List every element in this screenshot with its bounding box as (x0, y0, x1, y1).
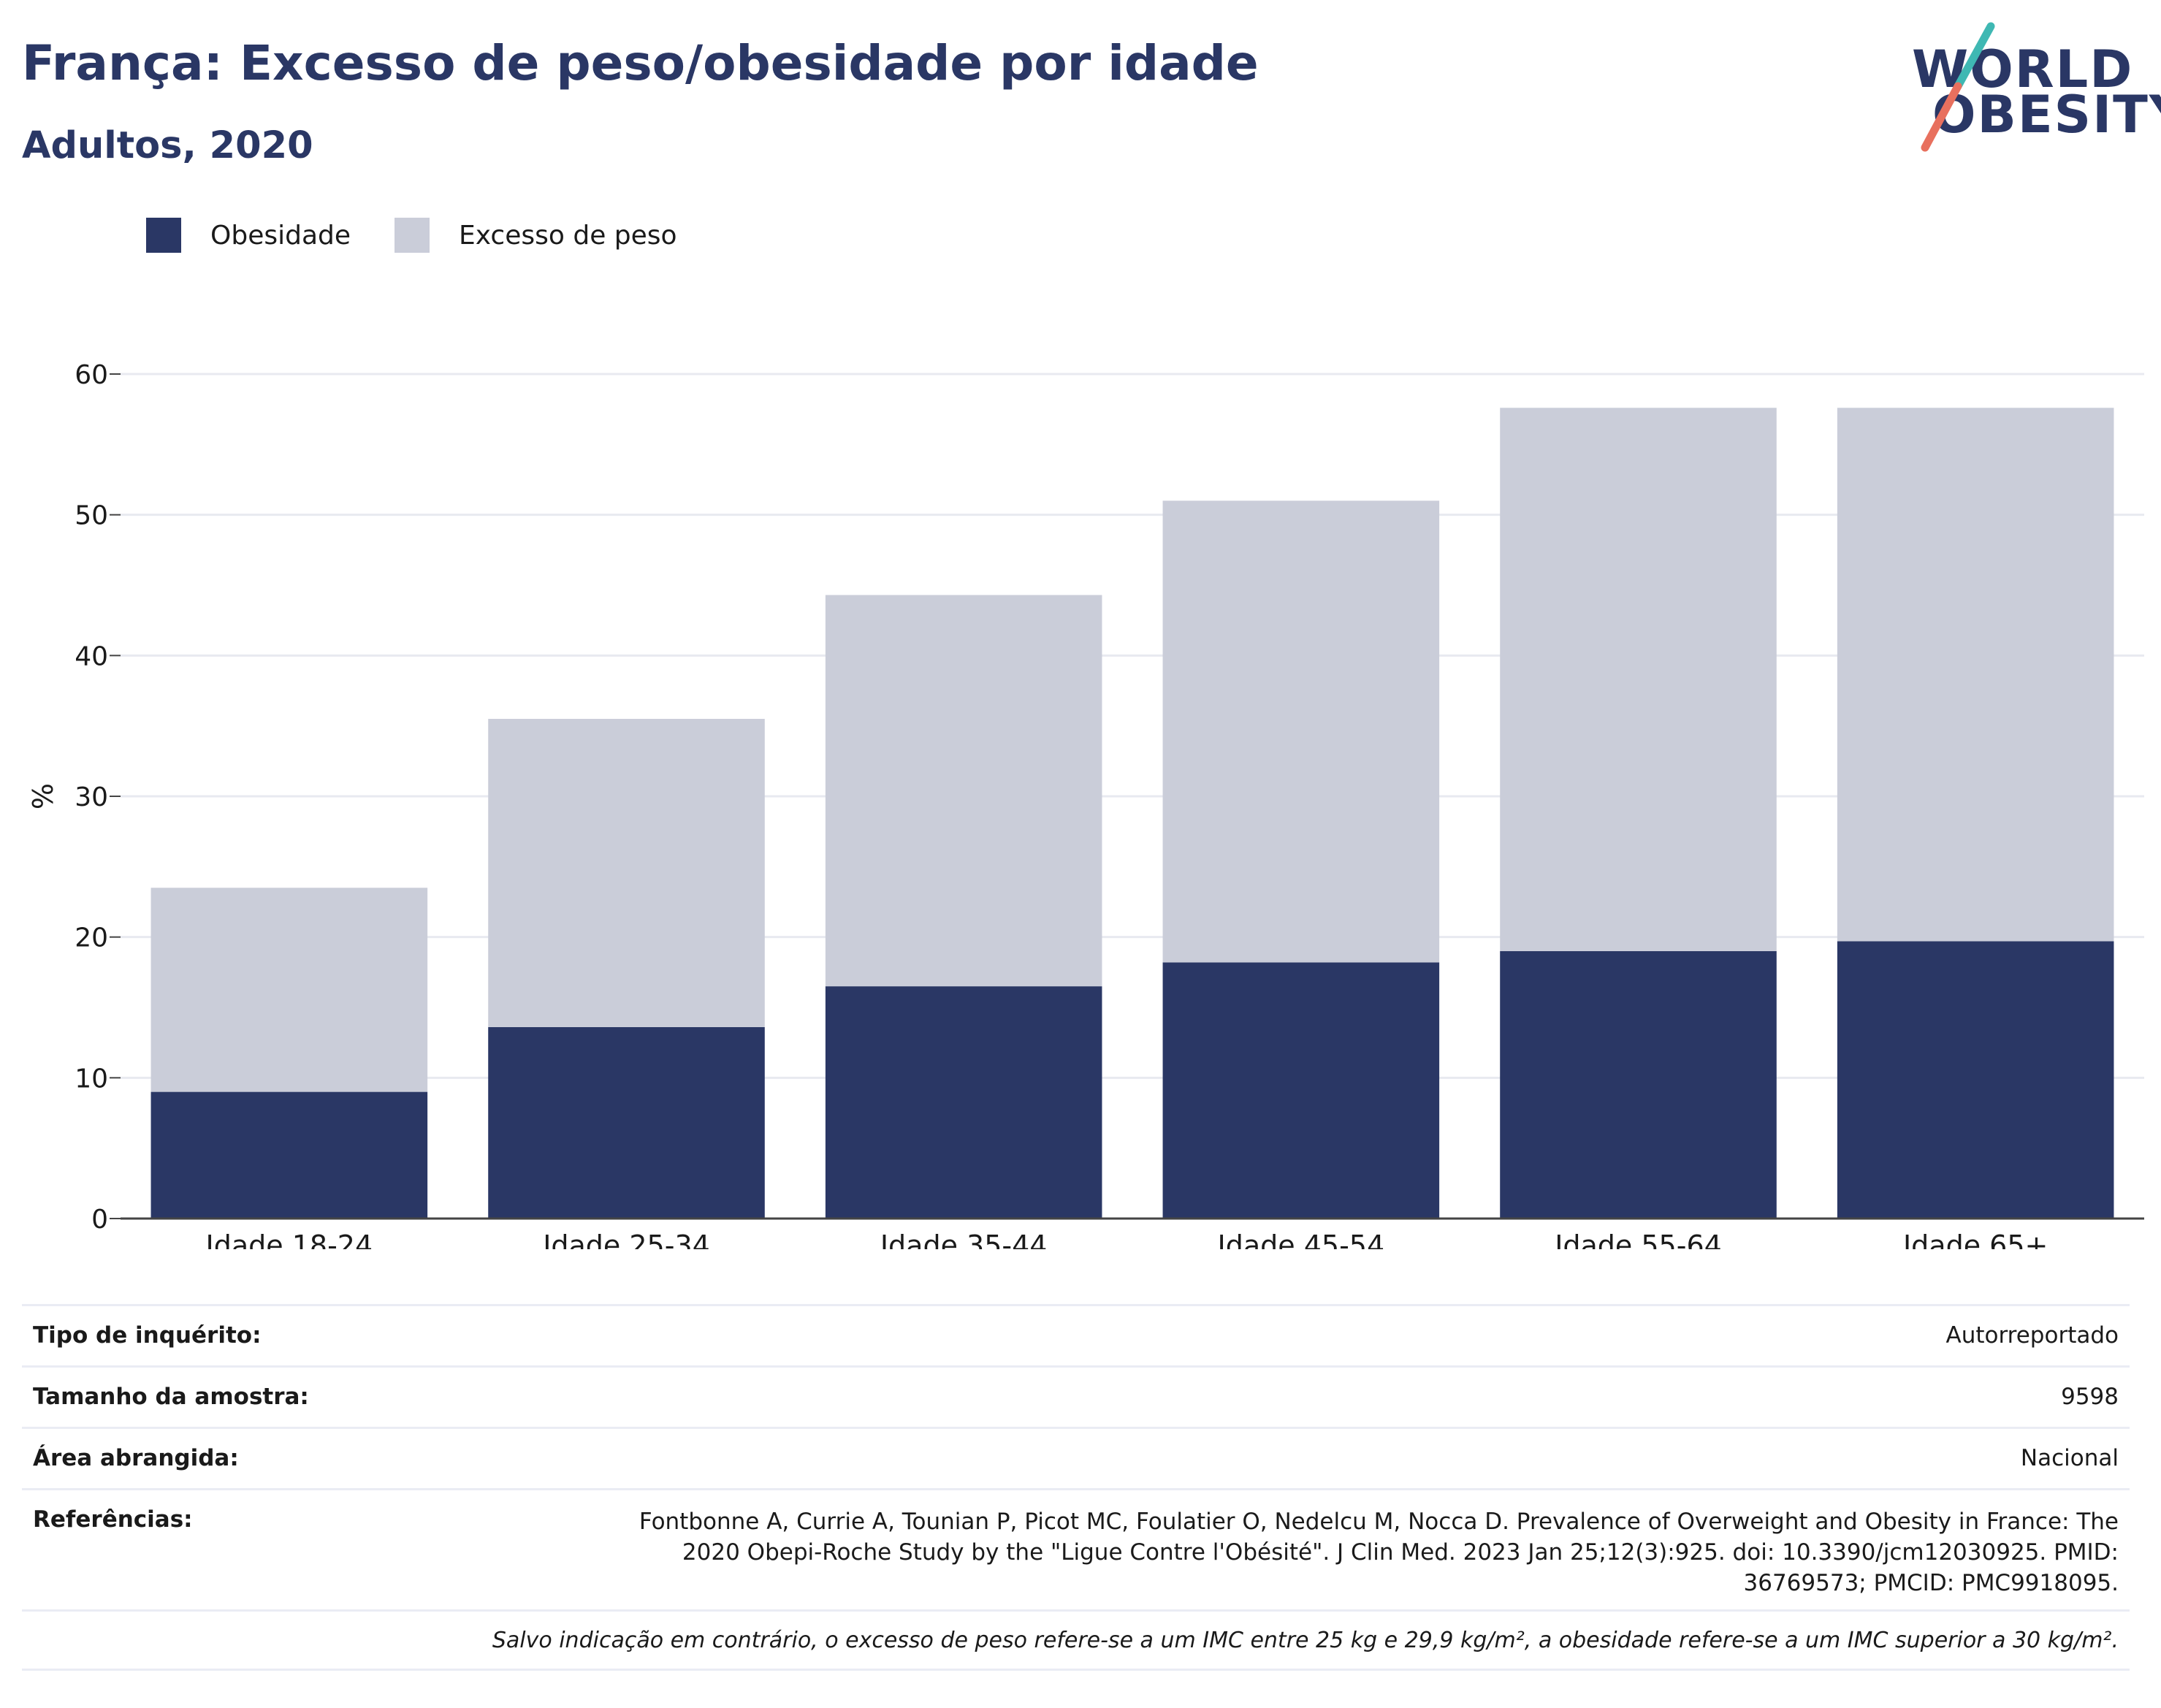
page-title: França: Excesso de peso/obesidade por id… (22, 35, 1259, 91)
x-tick-label: Idade 45-54 (1218, 1229, 1385, 1249)
info-value: Autorreportado (1945, 1322, 2119, 1349)
y-tick-label: 60 (75, 360, 108, 390)
info-table: Tipo de inquérito: Autorreportado Tamanh… (22, 1304, 2130, 1671)
info-value-references: Fontbonne A, Currie A, Tounian P, Picot … (639, 1509, 2119, 1596)
legend-item-obesidade[interactable]: Obesidade (146, 218, 351, 253)
info-row-survey-type: Tipo de inquérito: Autorreportado (22, 1304, 2130, 1365)
page-subtitle: Adultos, 2020 (22, 124, 313, 167)
y-tick-label: 10 (75, 1064, 108, 1094)
bar-excesso-de-peso[interactable] (1500, 408, 1777, 951)
legend-label-excesso-de-peso: Excesso de peso (459, 220, 677, 251)
chart-legend: Obesidade Excesso de peso (146, 218, 721, 253)
definition-note: Salvo indicação em contrário, o excesso … (22, 1609, 2130, 1671)
bar-obesidade[interactable] (150, 1091, 428, 1219)
logo-word-world: WORLD (1912, 39, 2134, 99)
info-label: Referências: (33, 1506, 193, 1533)
info-label: Área abrangida: (33, 1445, 239, 1471)
y-axis-label: % (27, 783, 59, 809)
logo-slash-icon (1921, 22, 1995, 152)
stacked-bar-chart: 0 10 20 30 40 50 60% Idade 18-24 Idade 25-34 Idad… (27, 360, 2144, 1249)
info-row-references: Referências: Fontbonne A, Currie A, Toun… (22, 1488, 2130, 1609)
y-tick-label: 50 (75, 501, 108, 531)
x-tick-label: Idade 35-44 (880, 1229, 1048, 1249)
bar-excesso-de-peso[interactable] (1837, 408, 2114, 942)
legend-item-excesso-de-peso[interactable]: Excesso de peso (395, 218, 677, 253)
info-value: Nacional (2020, 1445, 2119, 1471)
x-tick-label: Idade 18-24 (206, 1229, 373, 1249)
bar-excesso-de-peso[interactable] (150, 888, 428, 1092)
y-tick-label: 20 (75, 923, 108, 953)
y-tick-label: 30 (75, 782, 108, 812)
y-tick-label: 0 (91, 1205, 108, 1235)
legend-swatch-excesso-de-peso (395, 218, 430, 253)
x-tick-label: Idade 25-34 (543, 1229, 710, 1249)
bar-obesidade[interactable] (1500, 950, 1777, 1219)
bar-excesso-de-peso[interactable] (488, 719, 765, 1027)
x-tick-label: Idade 55-64 (1555, 1229, 1722, 1249)
info-label: Tamanho da amostra: (33, 1384, 309, 1410)
legend-label-obesidade: Obesidade (210, 220, 351, 251)
bar-obesidade[interactable] (488, 1026, 765, 1219)
bar-obesidade[interactable] (1162, 962, 1440, 1219)
world-obesity-logo: WORLD OBESITY (1899, 22, 2161, 153)
info-row-sample-size: Tamanho da amostra: 9598 (22, 1365, 2130, 1427)
logo-word-obesity: OBESITY (1932, 85, 2161, 145)
info-value: 9598 (2061, 1384, 2119, 1410)
bar-obesidade[interactable] (1837, 941, 2114, 1219)
y-tick-label: 40 (75, 641, 108, 671)
bar-excesso-de-peso[interactable] (1162, 500, 1440, 963)
info-row-area: Área abrangida: Nacional (22, 1427, 2130, 1488)
legend-swatch-obesidade (146, 218, 181, 253)
bar-obesidade[interactable] (825, 986, 1102, 1219)
bar-excesso-de-peso[interactable] (825, 595, 1102, 987)
x-tick-label: Idade 65+ (1903, 1229, 2048, 1249)
info-label: Tipo de inquérito: (33, 1322, 262, 1349)
